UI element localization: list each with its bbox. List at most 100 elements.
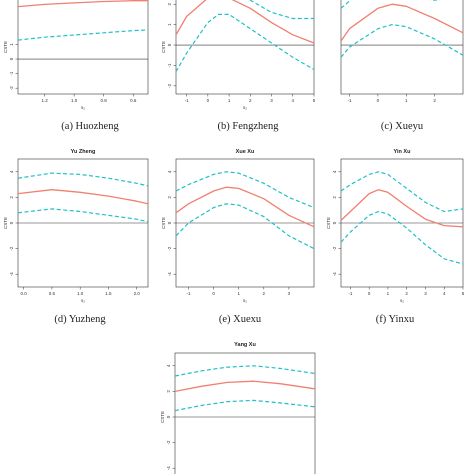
confidence-band-curve: [175, 365, 315, 377]
y-tick-label: -4: [167, 272, 172, 276]
chart-panel-4: 0.0 0.5 1.0 1.5 2.0 -4 -2 0 2 4 s₂ CSTE Yu Zheng (d) …: [3, 149, 149, 325]
x-axis-label: s₂: [81, 298, 85, 303]
panel-caption: (a) Huozheng: [61, 121, 119, 132]
y-axis-label: CSTE: [161, 217, 166, 229]
chart-panel-6: -1 0 1 2 3 4 5 -4 -2 0 2 4 s₂ CSTE Yin Xu (f) Yinxu: [326, 149, 465, 325]
x-tick-label: 2: [405, 291, 408, 296]
y-tick-label: 0: [166, 415, 171, 418]
y-tick-label: -2: [9, 246, 14, 250]
confidence-band-curve: [176, 171, 314, 209]
y-tick-label: 4: [167, 170, 172, 173]
panel-title: Xue Xu: [236, 149, 255, 155]
confidence-band-curve: [176, 203, 314, 250]
x-tick-label: -1: [348, 98, 352, 103]
x-tick-label: 5: [313, 98, 316, 103]
series-group: [176, 0, 314, 72]
y-tick-label: 2: [332, 196, 337, 199]
y-tick-label: -2: [167, 83, 172, 87]
estimate-curve: [175, 380, 315, 393]
confidence-band-curve: [18, 208, 148, 223]
y-tick-label: 2: [167, 196, 172, 199]
x-tick-label: -1: [187, 291, 191, 296]
confidence-band-curve: [176, 13, 314, 72]
estimate-curve: [18, 189, 148, 205]
chart-panel-3: -1 0 1 2 (c) Xueyu: [340, 0, 464, 132]
series-group: [176, 171, 314, 250]
y-axis-label: CSTE: [160, 411, 165, 423]
x-tick-label: -1: [348, 291, 352, 296]
x-tick-label: 0: [207, 98, 210, 103]
x-tick-label: 0.0: [21, 291, 28, 296]
panel-title: Yu Zheng: [71, 149, 96, 155]
x-axis-label: s₂: [243, 105, 247, 110]
x-tick-label: 0: [212, 291, 215, 296]
estimate-curve: [176, 0, 314, 44]
x-tick-label: 1.2: [41, 98, 48, 103]
x-tick-label: 2: [249, 98, 252, 103]
y-tick-label: -4: [9, 272, 14, 276]
y-tick-label: 0: [332, 221, 337, 224]
x-tick-label: 4: [292, 98, 295, 103]
y-tick-label: -2: [167, 246, 172, 250]
y-axis-label: CSTE: [3, 41, 8, 53]
x-tick-label: 1.0: [77, 291, 84, 296]
confidence-band-curve: [341, 210, 463, 265]
x-tick-label: 2.0: [134, 291, 141, 296]
y-tick-label: -2: [332, 246, 337, 250]
series-group: [341, 0, 463, 58]
plot-frame: [174, 352, 316, 474]
y-tick-label: -2: [9, 86, 14, 90]
y-tick-label: -4: [332, 272, 337, 276]
chart-panel-1: 1.2 1.0 0.8 0.6 -2 -1 0 1 s₂ CSTE (a) Huozheng: [3, 0, 149, 132]
chart-panel-7: -4 -2 0 2 4 CSTE Yang Xu: [160, 342, 316, 474]
x-tick-label: 0.5: [49, 291, 56, 296]
y-tick-label: 4: [332, 170, 337, 173]
y-tick-label: 2: [167, 2, 172, 5]
x-tick-label: 3: [288, 291, 291, 296]
x-tick-label: 1.0: [71, 98, 78, 103]
x-tick-label: 0: [377, 98, 380, 103]
series-group: [175, 365, 315, 412]
x-axis-label: s₂: [243, 298, 247, 303]
x-tick-label: 3: [424, 291, 427, 296]
panel-caption: (c) Xueyu: [381, 121, 424, 132]
y-tick-label: 2: [9, 196, 14, 199]
plot-frame: [340, 0, 464, 95]
plot-frame: [17, 0, 149, 95]
confidence-band-curve: [341, 171, 463, 213]
y-axis-label: CSTE: [3, 217, 8, 229]
estimate-curve: [341, 189, 463, 228]
y-tick-label: -2: [166, 440, 171, 444]
y-tick-label: -1: [9, 71, 14, 75]
confidence-band-curve: [18, 29, 148, 41]
x-tick-label: 1.5: [105, 291, 112, 296]
estimate-curve: [341, 3, 463, 42]
chart-panel-5: -1 0 1 2 3 -4 -2 0 2 4 s₂ CSTE Xue Xu (e) Xuexu: [161, 149, 315, 325]
y-tick-label: 1: [9, 43, 14, 46]
x-tick-label: 4: [443, 291, 446, 296]
x-tick-label: 0: [368, 291, 371, 296]
confidence-band-curve: [341, 24, 463, 58]
y-axis-label: CSTE: [326, 217, 331, 229]
panel-caption: (e) Xuexu: [219, 314, 262, 325]
y-tick-label: 0: [167, 43, 172, 46]
y-tick-label: -4: [166, 466, 171, 470]
series-group: [18, 172, 148, 223]
x-tick-label: 2: [263, 291, 266, 296]
x-tick-label: 3: [270, 98, 273, 103]
panel-caption: (b) Fengzheng: [218, 121, 280, 132]
x-axis-label: s₂: [81, 105, 85, 110]
y-tick-label: 0: [9, 57, 14, 60]
x-tick-label: -1: [185, 98, 189, 103]
y-tick-label: 0: [167, 221, 172, 224]
estimate-curve: [18, 0, 148, 8]
y-tick-label: 4: [9, 170, 14, 173]
y-tick-label: -1: [167, 63, 172, 67]
y-axis-label: CSTE: [161, 41, 166, 53]
series-group: [341, 171, 463, 265]
panel-caption: (d) Yuzheng: [54, 314, 106, 325]
estimate-curve: [176, 186, 314, 228]
y-tick-label: 0: [9, 221, 14, 224]
x-tick-label: 0.6: [130, 98, 137, 103]
